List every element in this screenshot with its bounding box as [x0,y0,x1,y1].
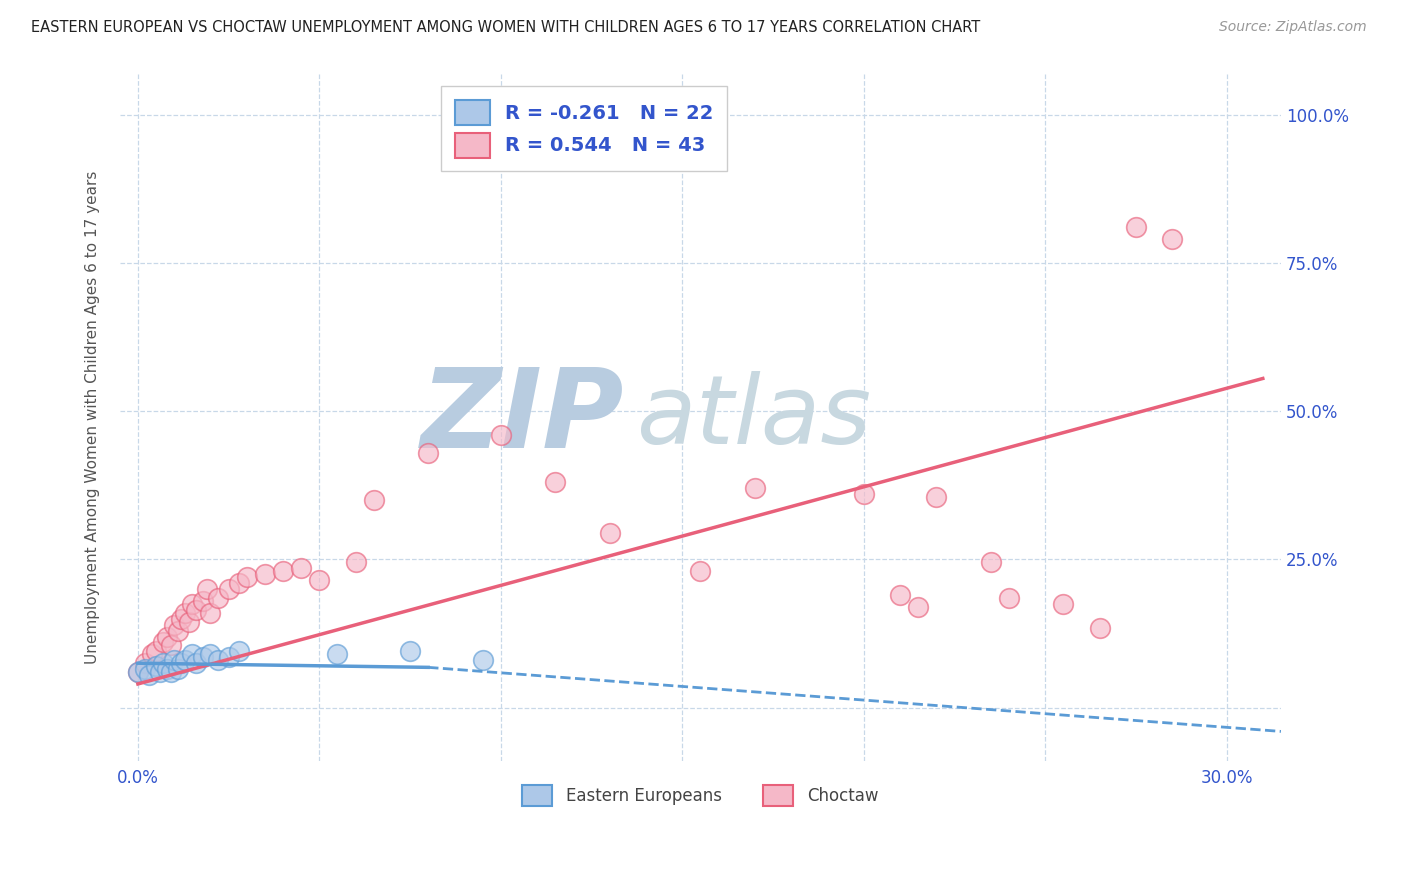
Point [399,644,422,658]
Point [156,630,179,644]
Point [290,561,312,575]
Point [744,481,766,495]
Point [156,662,179,676]
Point [152,635,174,649]
Point [228,644,250,658]
Point [207,653,229,667]
Point [489,427,512,442]
Y-axis label: Unemployment Among Women with Children Ages 6 to 17 years: Unemployment Among Women with Children A… [86,170,100,664]
Point [235,570,257,584]
Point [200,648,222,662]
Point [253,567,276,582]
Point [326,648,349,662]
Point [134,656,156,670]
Point [174,606,197,620]
Point [166,624,188,638]
Point [200,606,222,620]
Text: Source: ZipAtlas.com: Source: ZipAtlas.com [1219,20,1367,34]
Point [889,588,911,602]
Point [174,653,197,667]
Point [134,662,156,676]
Point [181,648,204,662]
Point [418,445,440,459]
Point [152,656,174,670]
Point [127,665,149,679]
Point [997,591,1019,605]
Point [907,599,929,614]
Point [599,525,621,540]
Point [166,662,188,676]
Point [138,668,160,682]
Point [344,555,367,569]
Point [1088,621,1111,635]
Point [193,650,215,665]
Point [184,656,207,670]
Point [177,615,200,629]
Point [127,665,149,679]
Point [159,639,181,653]
Point [852,487,875,501]
Point [228,576,250,591]
Point [181,597,204,611]
Point [363,493,385,508]
Point [145,644,167,658]
Point [471,653,494,667]
Point [170,612,193,626]
Point [689,564,711,578]
Point [145,659,167,673]
Point [141,648,163,662]
Point [159,665,181,679]
Legend: Eastern Europeans, Choctaw: Eastern Europeans, Choctaw [515,777,887,814]
Point [170,656,193,670]
Point [1161,232,1184,246]
Text: EASTERN EUROPEAN VS CHOCTAW UNEMPLOYMENT AMONG WOMEN WITH CHILDREN AGES 6 TO 17 : EASTERN EUROPEAN VS CHOCTAW UNEMPLOYMENT… [31,20,980,35]
Point [184,603,207,617]
Point [163,617,186,632]
Point [980,555,1002,569]
Point [149,665,172,679]
Point [308,573,330,587]
Point [195,582,218,596]
Point [218,650,240,665]
Point [925,490,948,504]
Point [271,564,294,578]
Point [1052,597,1074,611]
Text: ZIP: ZIP [422,364,624,470]
Point [1125,220,1147,235]
Point [218,582,240,596]
Point [193,594,215,608]
Point [207,591,229,605]
Point [163,653,186,667]
Point [544,475,567,490]
Text: atlas: atlas [637,370,872,464]
